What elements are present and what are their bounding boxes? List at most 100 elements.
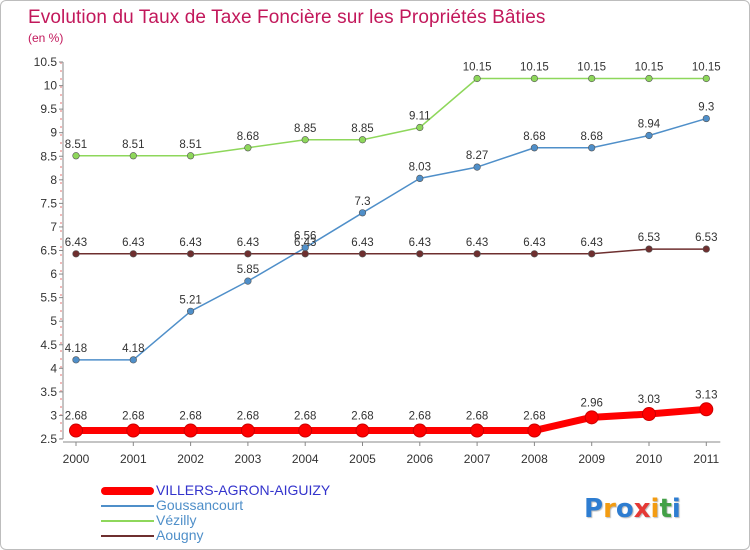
data-point bbox=[129, 356, 137, 364]
data-label: 8.51 bbox=[122, 139, 144, 151]
data-label: 6.43 bbox=[351, 237, 373, 249]
data-point bbox=[645, 245, 653, 253]
data-label: 8.85 bbox=[351, 123, 373, 135]
data-label: 6.43 bbox=[294, 237, 316, 249]
data-point bbox=[244, 144, 252, 152]
data-point bbox=[298, 423, 313, 438]
y-tick-label: 7 bbox=[50, 220, 57, 234]
data-label: 7.3 bbox=[355, 196, 371, 208]
y-tick-label: 8 bbox=[50, 173, 57, 187]
y-tick-label: 10.5 bbox=[34, 55, 58, 69]
data-point bbox=[473, 74, 481, 83]
data-label: 5.85 bbox=[237, 264, 259, 276]
series-line-goussancourt bbox=[75, 117, 708, 361]
legend-swatch bbox=[101, 487, 154, 495]
data-point bbox=[584, 410, 599, 425]
y-tick-label: 6.5 bbox=[40, 244, 57, 258]
data-point bbox=[699, 402, 714, 417]
x-tick-label: 2009 bbox=[578, 452, 605, 466]
data-label: 6.43 bbox=[179, 237, 201, 249]
data-label: 8.27 bbox=[466, 150, 488, 162]
data-label: 2.68 bbox=[466, 411, 488, 423]
data-point bbox=[358, 209, 367, 217]
data-label: 9.11 bbox=[409, 111, 431, 123]
logo-letter: x bbox=[633, 494, 651, 524]
logo-letter: t bbox=[659, 494, 672, 524]
data-point bbox=[301, 136, 309, 144]
data-point bbox=[72, 356, 80, 364]
data-label: 8.51 bbox=[179, 139, 201, 151]
data-point bbox=[702, 245, 710, 253]
data-label: 8.03 bbox=[409, 161, 431, 173]
y-tick-label: 3 bbox=[50, 408, 57, 422]
data-point bbox=[183, 423, 198, 438]
y-tick-label: 10 bbox=[44, 79, 58, 93]
x-tick-label: 2011 bbox=[693, 452, 719, 466]
data-point bbox=[129, 152, 137, 160]
data-point bbox=[244, 250, 252, 258]
data-label: 2.68 bbox=[122, 411, 144, 423]
data-point bbox=[416, 123, 424, 132]
data-point bbox=[642, 407, 656, 422]
data-point bbox=[412, 423, 427, 438]
logo-letter: r bbox=[603, 494, 616, 524]
logo-letter: o bbox=[615, 494, 634, 524]
data-label: 2.68 bbox=[179, 411, 201, 423]
data-point bbox=[358, 136, 367, 144]
data-label: 10.15 bbox=[635, 61, 664, 73]
unit-label: (en %) bbox=[28, 31, 64, 45]
data-point bbox=[355, 423, 370, 438]
data-point bbox=[645, 131, 653, 140]
y-tick-label: 9.5 bbox=[40, 102, 57, 116]
legend-swatch bbox=[101, 535, 154, 537]
data-label: 2.68 bbox=[409, 411, 431, 423]
data-label: 6.43 bbox=[409, 237, 431, 249]
data-label: 3.03 bbox=[638, 394, 660, 406]
data-label: 6.43 bbox=[466, 237, 488, 249]
data-point bbox=[473, 250, 481, 258]
data-point bbox=[187, 152, 195, 160]
data-label: 6.43 bbox=[523, 237, 545, 249]
y-tick-label: 3.5 bbox=[40, 385, 57, 399]
data-label: 6.56 bbox=[294, 231, 316, 243]
series-line-villers-agron-aiguizy bbox=[72, 405, 710, 435]
data-point bbox=[187, 250, 195, 258]
data-label: 10.15 bbox=[463, 61, 492, 73]
data-label: 4.18 bbox=[65, 343, 87, 355]
data-label: 2.68 bbox=[237, 411, 259, 423]
data-point bbox=[702, 74, 710, 83]
data-label: 8.51 bbox=[65, 139, 87, 151]
data-point bbox=[240, 423, 255, 438]
data-point bbox=[588, 144, 596, 152]
y-tick-label: 6 bbox=[50, 267, 57, 281]
data-label: 8.68 bbox=[581, 131, 603, 143]
data-label: 6.53 bbox=[695, 232, 717, 244]
data-point bbox=[69, 423, 83, 438]
x-tick-label: 2010 bbox=[636, 452, 663, 466]
data-label: 10.15 bbox=[692, 61, 721, 73]
data-label: 10.15 bbox=[520, 61, 549, 73]
y-tick-label: 5.5 bbox=[40, 291, 57, 305]
x-tick-label: 2000 bbox=[63, 452, 90, 466]
data-label: 2.68 bbox=[351, 411, 373, 423]
data-point bbox=[126, 423, 141, 438]
data-label: 9.3 bbox=[698, 102, 714, 114]
y-tick-label: 7.5 bbox=[40, 196, 57, 210]
data-label: 2.68 bbox=[294, 411, 316, 423]
data-point bbox=[473, 163, 481, 171]
data-label: 2.68 bbox=[65, 411, 87, 423]
data-point bbox=[470, 423, 485, 438]
y-tick-label: 9 bbox=[50, 126, 57, 140]
x-tick-label: 2005 bbox=[349, 452, 376, 466]
y-tick-label: 4.5 bbox=[40, 338, 57, 352]
data-point bbox=[358, 250, 367, 258]
data-label: 6.43 bbox=[122, 237, 144, 249]
y-tick-label: 8.5 bbox=[40, 149, 57, 163]
data-point bbox=[416, 250, 424, 258]
data-label: 2.96 bbox=[581, 397, 603, 409]
data-label: 6.43 bbox=[581, 237, 603, 249]
series-line-v-zilly bbox=[75, 77, 708, 157]
x-tick-label: 2004 bbox=[292, 452, 319, 466]
legend-label: Aougny bbox=[156, 527, 204, 543]
